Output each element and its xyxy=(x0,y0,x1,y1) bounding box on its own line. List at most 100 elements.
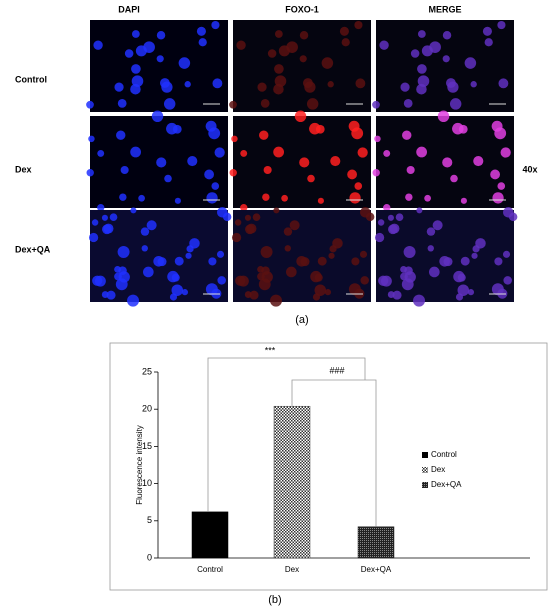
nucleus xyxy=(306,98,319,110)
nucleus xyxy=(475,238,486,249)
nucleus xyxy=(171,284,184,296)
nucleus xyxy=(317,256,327,266)
nucleus xyxy=(140,227,150,236)
nucleus xyxy=(169,293,178,301)
nucleus xyxy=(324,289,332,296)
nucleus xyxy=(464,57,477,69)
nucleus xyxy=(211,182,220,190)
nucleus xyxy=(257,272,265,281)
nucleus xyxy=(388,224,398,235)
nucleus xyxy=(380,275,392,287)
nucleus xyxy=(86,100,94,109)
nucleus xyxy=(377,219,385,226)
nucleus xyxy=(374,232,385,243)
nucleus xyxy=(417,64,427,74)
nucleus xyxy=(88,232,99,243)
y-tick-label: 25 xyxy=(142,366,152,376)
column-header: DAPI xyxy=(118,4,140,14)
nucleus xyxy=(300,257,310,267)
nucleus xyxy=(131,30,140,38)
nucleus xyxy=(214,147,225,158)
nucleus xyxy=(426,227,436,236)
nucleus xyxy=(312,293,321,301)
nucleus xyxy=(294,110,307,123)
nucleus xyxy=(273,207,280,214)
nucleus xyxy=(484,38,493,47)
y-tick-label: 5 xyxy=(147,515,152,525)
nucleus xyxy=(450,174,458,183)
nucleus xyxy=(184,81,191,88)
nucleus xyxy=(341,38,350,47)
nucleus xyxy=(94,275,106,287)
nucleus xyxy=(156,55,164,63)
nucleus xyxy=(93,40,103,50)
nucleus xyxy=(109,213,118,222)
nucleus xyxy=(114,272,122,281)
nucleus xyxy=(257,82,267,92)
nucleus xyxy=(206,192,218,204)
nucleus xyxy=(410,49,420,58)
y-axis-label: Fluorescence intensity xyxy=(135,425,144,505)
nucleus xyxy=(449,98,462,110)
nucleus xyxy=(332,238,343,249)
legend-label: Dex xyxy=(431,465,445,474)
panel-label: (a) xyxy=(295,314,308,326)
y-tick-label: 0 xyxy=(147,552,152,562)
nucleus xyxy=(115,278,128,291)
nucleus xyxy=(304,81,316,93)
nucleus xyxy=(400,82,410,92)
nucleus xyxy=(392,290,402,300)
nucleus xyxy=(261,266,270,275)
nucleus xyxy=(437,110,450,123)
nucleus xyxy=(395,213,404,222)
nucleus xyxy=(146,220,157,231)
nucleus xyxy=(387,214,394,221)
nucleus xyxy=(234,219,242,226)
nucleus xyxy=(284,245,291,252)
nucleus xyxy=(163,98,176,110)
nucleus xyxy=(470,81,477,88)
nucleus xyxy=(187,155,198,167)
nucleus xyxy=(270,294,282,307)
nucleus xyxy=(442,31,452,40)
nucleus xyxy=(497,20,506,30)
x-tick-label: Dex+QA xyxy=(361,565,392,574)
nucleus xyxy=(442,55,450,63)
nucleus xyxy=(497,182,506,190)
y-tick-label: 20 xyxy=(142,404,152,414)
nucleus xyxy=(249,290,259,300)
nucleus xyxy=(403,246,416,258)
nucleus xyxy=(383,149,391,157)
row-label: Dex+QA xyxy=(15,244,51,254)
nucleus xyxy=(244,214,251,221)
nucleus xyxy=(208,257,217,266)
nucleus xyxy=(349,192,361,204)
nucleus xyxy=(309,122,321,135)
nucleus xyxy=(216,250,225,258)
nucleus xyxy=(351,127,364,140)
nucleus xyxy=(212,78,223,89)
nucleus xyxy=(327,81,334,88)
legend-label: Control xyxy=(431,450,457,459)
nucleus xyxy=(339,26,349,36)
nucleus xyxy=(299,55,307,63)
nucleus xyxy=(402,130,412,140)
nucleus xyxy=(286,41,298,53)
nucleus xyxy=(354,182,363,190)
legend-swatch xyxy=(422,482,428,488)
significance-bracket xyxy=(291,379,377,527)
nucleus xyxy=(285,266,297,278)
annotation: ### xyxy=(329,365,344,375)
bar xyxy=(191,511,229,559)
nucleus xyxy=(473,155,484,167)
nucleus xyxy=(401,278,414,291)
nucleus xyxy=(443,257,453,267)
nucleus xyxy=(119,193,127,201)
y-tick-label: 10 xyxy=(142,478,152,488)
nucleus xyxy=(229,169,237,177)
nucleus xyxy=(204,169,214,180)
nucleus xyxy=(372,169,380,177)
nucleus xyxy=(260,99,270,108)
nucleus xyxy=(97,203,105,212)
